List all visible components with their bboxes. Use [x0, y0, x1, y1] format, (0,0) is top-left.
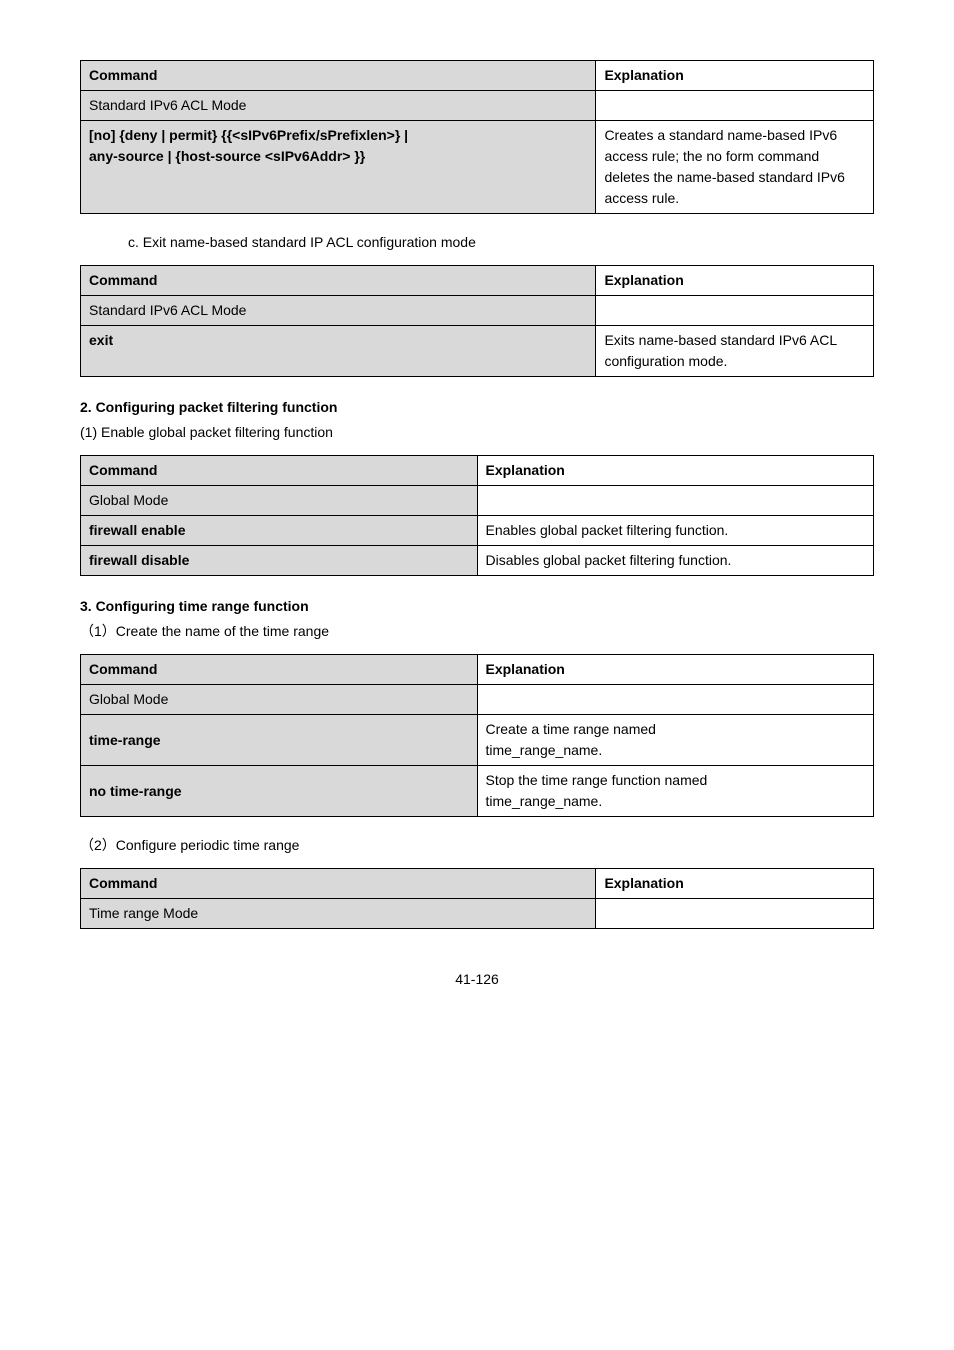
table3-row1-left: Global Mode: [81, 486, 478, 516]
table4-row1-left: Global Mode: [81, 685, 478, 715]
table4-row2-right-line2: time_range_name.: [486, 742, 603, 758]
table-exit-mode: Command Explanation Standard IPv6 ACL Mo…: [80, 265, 874, 377]
table5-row1-right: [596, 899, 874, 929]
table2-header-left: Command: [81, 266, 596, 296]
sub-3-2: （2）Configure periodic time range: [80, 835, 874, 856]
table4-row2-left: time-range: [81, 715, 478, 766]
table4-row3-left: no time-range: [81, 766, 478, 817]
table1-row2-left-line2: any-source | {host-source <sIPv6Addr> }}: [89, 148, 365, 164]
table-firewall: Command Explanation Global Mode firewall…: [80, 455, 874, 576]
table5-header-right: Explanation: [596, 869, 874, 899]
table4-header-right: Explanation: [477, 655, 874, 685]
sub-2-1: (1) Enable global packet filtering funct…: [80, 422, 874, 443]
table-ipv6-acl-rule: Command Explanation Standard IPv6 ACL Mo…: [80, 60, 874, 214]
heading-3: 3. Configuring time range function: [80, 596, 874, 617]
table3-row2-left: firewall enable: [81, 516, 478, 546]
table1-row2-left: [no] {deny | permit} {{<sIPv6Prefix/sPre…: [81, 121, 596, 214]
table1-header-left: Command: [81, 61, 596, 91]
table4-header-left: Command: [81, 655, 478, 685]
table5-row1-left: Time range Mode: [81, 899, 596, 929]
table4-row3-right: Stop the time range function named time_…: [477, 766, 874, 817]
table4-row2-right-line1: Create a time range named: [486, 721, 656, 737]
table3-row3-right: Disables global packet filtering functio…: [477, 546, 874, 576]
heading-2: 2. Configuring packet filtering function: [80, 397, 874, 418]
table1-header-right: Explanation: [596, 61, 874, 91]
table2-row2-left: exit: [81, 326, 596, 377]
table4-row3-right-line2: time_range_name.: [486, 793, 603, 809]
table4-row2-right: Create a time range named time_range_nam…: [477, 715, 874, 766]
table1-row1-left: Standard IPv6 ACL Mode: [81, 91, 596, 121]
table2-row1-left: Standard IPv6 ACL Mode: [81, 296, 596, 326]
table-periodic-time-range: Command Explanation Time range Mode: [80, 868, 874, 929]
table3-header-left: Command: [81, 456, 478, 486]
table1-row1-right: [596, 91, 874, 121]
table4-row1-right: [477, 685, 874, 715]
table4-row3-right-line1: Stop the time range function named: [486, 772, 708, 788]
table-time-range: Command Explanation Global Mode time-ran…: [80, 654, 874, 817]
table3-row1-right: [477, 486, 874, 516]
page-footer: 41-126: [80, 969, 874, 990]
table2-row2-right: Exits name-based standard IPv6 ACL confi…: [596, 326, 874, 377]
table1-row2-left-line1: [no] {deny | permit} {{<sIPv6Prefix/sPre…: [89, 127, 408, 143]
sub-3-1: （1）Create the name of the time range: [80, 621, 874, 642]
table3-row2-right: Enables global packet filtering function…: [477, 516, 874, 546]
table3-header-right: Explanation: [477, 456, 874, 486]
section-c-text: c. Exit name-based standard IP ACL confi…: [128, 232, 874, 253]
table5-header-left: Command: [81, 869, 596, 899]
table2-header-right: Explanation: [596, 266, 874, 296]
table1-row2-right: Creates a standard name-based IPv6 acces…: [596, 121, 874, 214]
table2-row1-right: [596, 296, 874, 326]
table3-row3-left: firewall disable: [81, 546, 478, 576]
